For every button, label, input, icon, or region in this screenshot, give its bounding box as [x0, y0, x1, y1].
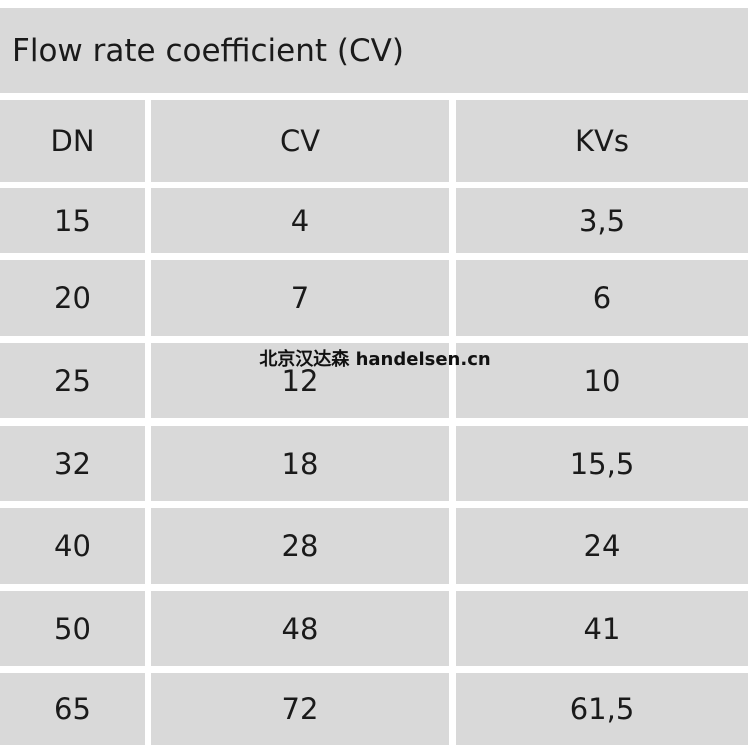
table-cell: 72 [151, 673, 449, 745]
table-cell: 4 [151, 188, 449, 253]
table-cell: 20 [0, 260, 145, 336]
table-cell: 48 [151, 591, 449, 666]
table-cell: 12 [151, 343, 449, 418]
table-cell: 6 [456, 260, 748, 336]
table-cell: 18 [151, 426, 449, 501]
header-cell: KVs [456, 100, 748, 182]
table-cell: 32 [0, 426, 145, 501]
watermark: 北京汉达森 handelsen.cn [259, 349, 491, 370]
table-cell: 61,5 [456, 673, 748, 745]
table-cell: 41 [456, 591, 748, 666]
table-title: Flow rate coefficient (CV) [0, 8, 748, 93]
header-cell: CV [151, 100, 449, 182]
header-cell: DN [0, 100, 145, 182]
table-cell: 3,5 [456, 188, 748, 253]
table-cell: 7 [151, 260, 449, 336]
table-cell: 40 [0, 508, 145, 584]
table-cell: 50 [0, 591, 145, 666]
table-cell: 28 [151, 508, 449, 584]
table-cell: 24 [456, 508, 748, 584]
table-cell: 10 [456, 343, 748, 418]
table-cell: 25 [0, 343, 145, 418]
table-cell: 15 [0, 188, 145, 253]
table-cell: 15,5 [456, 426, 748, 501]
table-cell: 65 [0, 673, 145, 745]
